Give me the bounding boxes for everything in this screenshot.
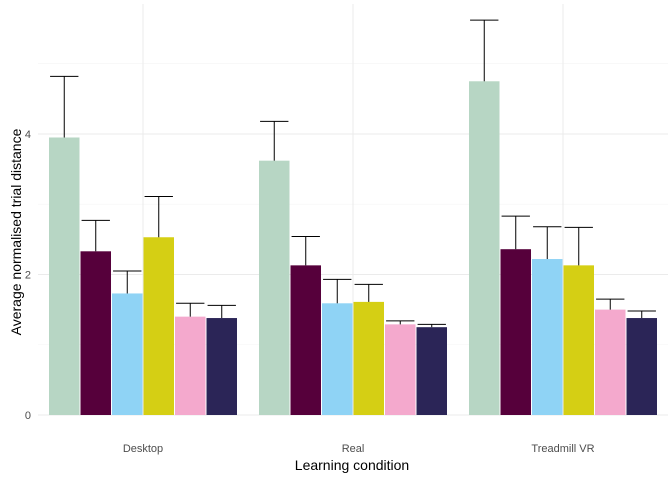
y-tick-label: 4 [25, 129, 31, 141]
bar [595, 309, 626, 415]
bar [259, 160, 290, 415]
bar [416, 327, 447, 415]
bars [49, 81, 657, 416]
y-tick-label: 0 [25, 410, 31, 422]
bar [469, 81, 500, 416]
bar [80, 251, 111, 415]
y-tick-label: 2 [25, 269, 31, 281]
bar [626, 318, 657, 415]
grid-lines [38, 4, 668, 416]
x-tick-label: Treadmill VR [531, 443, 594, 455]
bar [385, 324, 416, 415]
bar [112, 293, 143, 415]
bar [49, 137, 80, 415]
y-axis-title: Average normalised trial distance [8, 128, 24, 335]
bar [206, 318, 237, 415]
bar [500, 249, 531, 415]
x-tick-labels: Desktop Real Treadmill VR [123, 443, 595, 455]
bar [143, 237, 174, 415]
y-tick-labels: 0 2 4 [25, 129, 31, 422]
bar [563, 265, 594, 415]
error-bars [50, 19, 656, 328]
x-axis-title: Learning condition [295, 457, 409, 473]
bar [290, 265, 321, 415]
bar [532, 259, 563, 415]
bar [322, 303, 353, 415]
x-tick-label: Real [342, 443, 365, 455]
bar [353, 301, 384, 415]
bar [175, 316, 206, 415]
x-tick-label: Desktop [123, 443, 163, 455]
